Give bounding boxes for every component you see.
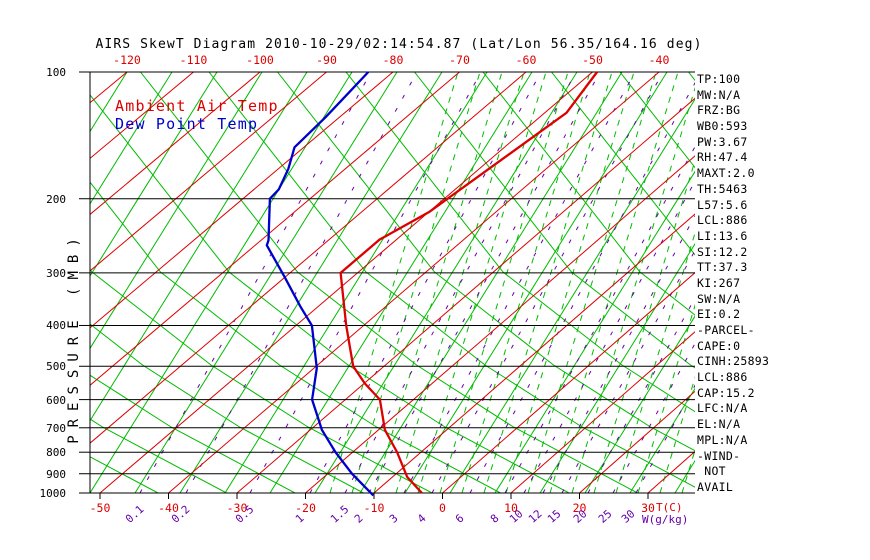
bottom-temp-label: -10 [363, 501, 385, 515]
dry-adiabats-green [90, 72, 695, 493]
bottom-temp-label: 10 [504, 501, 518, 515]
bottom-temp-label: -20 [295, 501, 316, 515]
stats-line: NOT [697, 464, 726, 479]
pressure-tick-label: 1000 [39, 487, 67, 500]
stats-line: CINH:25893 [697, 354, 770, 369]
stats-line: EL:N/A [697, 417, 741, 432]
top-temp-label: -70 [449, 53, 470, 67]
top-temp-label: -60 [515, 53, 537, 67]
stats-line: MW:N/A [697, 87, 741, 102]
pressure-tick-label: 100 [46, 66, 66, 79]
mixing-ratio-lines-purple [139, 72, 695, 493]
stats-line: EI:0.2 [697, 307, 741, 322]
stats-line: MPL:N/A [697, 432, 748, 447]
stats-line: FRZ:BG [697, 103, 741, 118]
stats-line: -WIND- [697, 448, 741, 463]
stats-line: LI:13.6 [697, 228, 748, 243]
pressure-tick-label: 400 [46, 319, 66, 333]
legend-ambient-air-temp: Ambient Air Temp [115, 97, 279, 115]
top-temp-label: -50 [582, 53, 603, 67]
stats-line: L57:5.6 [697, 197, 748, 212]
top-temp-label: -110 [179, 53, 208, 67]
top-temp-label: -80 [382, 53, 404, 67]
mixing-ratio-unit-label: W(g/kg) [642, 513, 689, 526]
pressure-tick-label: 200 [46, 192, 66, 206]
moist-adiabats-green-dashed [329, 72, 695, 493]
pressure-tick-label: 500 [46, 360, 66, 374]
ambient-air-temp-curve [339, 71, 599, 494]
stats-line: MAXT:2.0 [697, 166, 755, 181]
temp-axis-unit-label: T(C) [656, 501, 683, 514]
stats-line: LCL:886 [697, 370, 748, 385]
pressure-axis-title: PRESSURE (MB) [66, 230, 82, 444]
bottom-temp-label: -30 [226, 501, 248, 515]
stats-line: TP:100 [697, 72, 741, 86]
pressure-tick-label: 800 [46, 446, 66, 460]
bottom-temp-label: 0 [439, 501, 446, 515]
stats-line: SI:12.2 [697, 244, 748, 259]
stats-line: SW:N/A [697, 291, 741, 306]
legend-dew-point-temp: Dew Point Temp [115, 115, 259, 133]
stats-line: CAPE:0 [697, 338, 741, 353]
stats-line: -PARCEL- [697, 323, 755, 337]
top-temp-label: -100 [246, 53, 274, 67]
stats-line: TH:5463 [697, 181, 748, 196]
top-temp-label: -90 [316, 53, 337, 67]
bottom-temp-label: -40 [158, 501, 179, 515]
dew-point-temp-curve [265, 71, 375, 497]
stats-line: LCL:886 [697, 213, 748, 228]
stats-line: PW:3.67 [697, 134, 748, 149]
bottom-temp-label: 20 [572, 501, 587, 515]
page-title: AIRS SkewT Diagram 2010-10-29/02:14:54.8… [95, 37, 703, 52]
isotherms-red [90, 72, 695, 493]
top-temp-label: -40 [648, 53, 670, 67]
stats-line: AVAIL [697, 479, 734, 494]
bottom-temp-label: 30 [641, 501, 655, 515]
pressure-tick-label: 900 [46, 467, 66, 481]
top-temp-label: -120 [113, 53, 141, 67]
pressure-tick-label: 700 [46, 421, 66, 435]
stats-line: CAP:15.2 [697, 385, 755, 400]
pressure-tick-label: 300 [46, 266, 66, 280]
pressure-tick-label: 600 [46, 393, 66, 407]
pressure-grid-black [79, 71, 695, 499]
stats-line: RH:47.4 [697, 150, 748, 165]
stats-line: TT:37.3 [697, 260, 748, 275]
stats-line: KI:267 [697, 275, 741, 290]
stats-line: WB0:593 [697, 119, 748, 134]
stats-panel: TP:100 MW:N/A FRZ:BG WB0:593 PW:3.67 RH:47.4 M… [697, 72, 770, 498]
stats-line: LFC:N/A [697, 401, 748, 416]
bottom-temp-label: -50 [89, 501, 111, 515]
